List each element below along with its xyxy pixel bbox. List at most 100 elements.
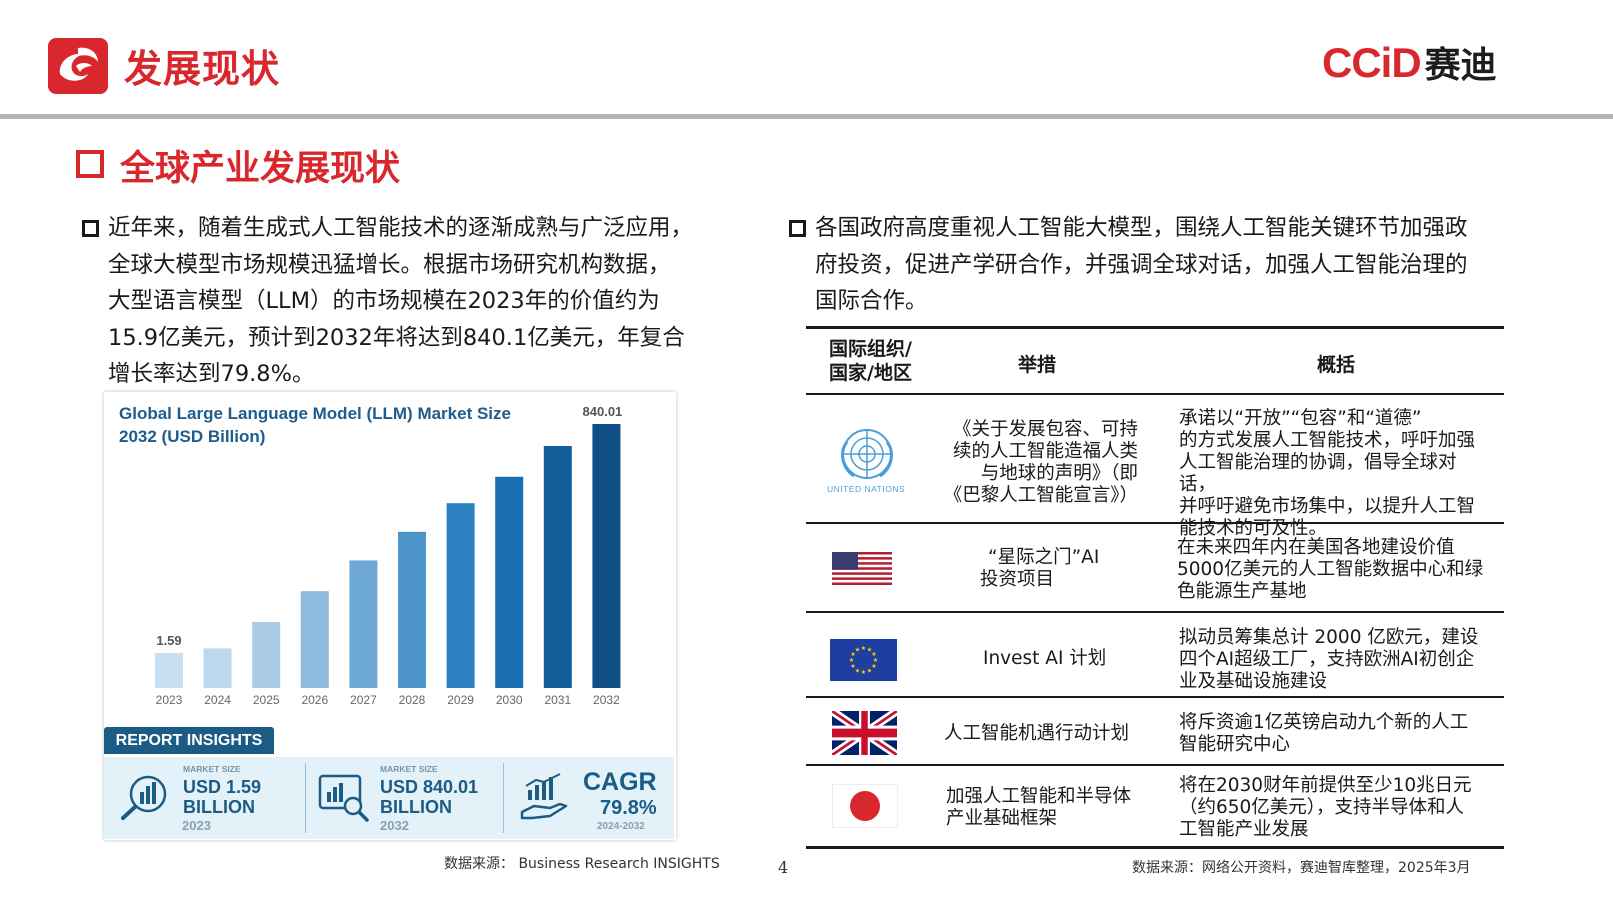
table-row-rule (806, 764, 1504, 766)
row-japan-summary-line: （约650亿美元），支持半导体和人 (1179, 797, 1465, 818)
bar-2030 (495, 476, 524, 688)
row-un-measure-line: 与地球的声明》（即 (980, 463, 1138, 484)
un-emblem-icon (841, 429, 893, 479)
row-eu-measure: Invest AI 计划 (983, 648, 1107, 669)
row-eu-summary: 拟动员筹集总计 2000 亿欧元，建设 四个AI超级工厂，支持欧洲AI初创企 业… (1179, 627, 1499, 693)
insights-divider (305, 763, 306, 833)
cagr-value: 79.8% (600, 797, 657, 819)
left-paragraph: 近年来，随着生成式人工智能技术的逐渐成熟与广泛应用， 全球大模型市场规模迅猛增长… (108, 210, 718, 393)
growth-hand-icon (520, 773, 568, 820)
svg-text:★: ★ (861, 645, 866, 652)
insights-divider (503, 763, 504, 833)
bar-2024 (203, 648, 232, 688)
x-tick-label: 2028 (399, 693, 426, 707)
x-tick-label: 2026 (301, 693, 328, 707)
svg-text:★: ★ (873, 657, 878, 664)
brand-cn: 赛迪 (1424, 45, 1497, 86)
bar-chart-svg: 2023 1.59 2024 2025 2026 2027 2028 2029 2030 2031… (155, 404, 623, 707)
left-paragraph-line: 大型语言模型（LLM）的市场规模在2023年的价值约为 (108, 288, 660, 314)
row-un-summary-line: 承诺以“开放”“包容”和“道德” (1179, 408, 1422, 429)
bar-2023 (155, 653, 183, 688)
right-source-note: 数据来源：网络公开资料，赛迪智库整理，2025年3月 (1132, 860, 1471, 876)
us-flag-icon (832, 552, 892, 585)
left-source-note: 数据来源： Business Research INSIGHTS (444, 856, 720, 872)
row-un-summary-line: 并呼吁避免市场集中，以提升人工智 (1179, 496, 1476, 517)
chart-title-line: Global Large Language Model (LLM) Market… (119, 404, 511, 423)
table-row-rule (806, 522, 1504, 524)
row-japan-summary-line: 工智能产业发展 (1179, 819, 1309, 840)
table-header-measure: 举措 (1018, 354, 1057, 376)
svg-text:★: ★ (871, 651, 876, 658)
section-square-icon (76, 150, 104, 178)
row-uk-summary: 将斥资逾1亿英镑启动九个新的人工 智能研究中心 (1179, 712, 1499, 756)
brand-en: CCiD (1322, 39, 1422, 86)
row-japan-measure: 加强人工智能和半导体 产业基础框架 (946, 786, 1131, 830)
row-uk-summary-line: 将斥资逾1亿英镑启动九个新的人工 (1179, 712, 1469, 733)
header-divider (0, 114, 1613, 119)
monitor-analytics-icon (318, 774, 369, 822)
japan-flag-icon (832, 784, 898, 828)
bar-2026 (300, 591, 329, 688)
row-un-measure-line: 《巴黎人工智能宣言》） (943, 485, 1138, 506)
table-header-rule (806, 393, 1504, 395)
row-eu-summary-line: 四个AI超级工厂，支持欧洲AI初创企 (1179, 649, 1475, 670)
row-un-summary-line: 的方式发展人工智能技术，呼吁加强 (1179, 430, 1476, 451)
x-tick-label: 2030 (496, 693, 523, 707)
row-us-summary-line: 色能源生产基地 (1177, 581, 1307, 602)
svg-text:★: ★ (871, 663, 876, 670)
insight-2-value: USD 840.01 (380, 777, 479, 797)
chart-title-line: 2032 (USD Billion) (119, 427, 266, 446)
row-japan-measure-line: 产业基础框架 (946, 808, 1058, 829)
uk-flag-icon (832, 711, 897, 755)
cagr-period: 2024-2032 (597, 821, 645, 832)
svg-text:★: ★ (861, 669, 866, 676)
brand-logo-icon (48, 38, 108, 94)
insight-2-caption: MARKET SIZE (380, 764, 438, 774)
right-paragraph-line: 各国政府高度重视人工智能大模型，围绕人工智能关键环节加强政 (815, 215, 1468, 241)
market-chart-search-icon (121, 775, 167, 820)
page-number: 4 (778, 858, 789, 877)
row-un-summary-line: 人工智能治理的协调，倡导全球对话， (1179, 452, 1457, 495)
cagr-label: CAGR (583, 768, 657, 796)
insight-2-unit: BILLION (380, 797, 452, 817)
row-us-summary-line: 在未来四年内在美国各地建设价值 (1177, 537, 1455, 558)
insight-1-year: 2023 (182, 818, 211, 833)
row-japan-measure-line: 加强人工智能和半导体 (946, 786, 1132, 807)
left-paragraph-line: 近年来，随着生成式人工智能技术的逐渐成熟与广泛应用， (108, 215, 694, 241)
bar-data-label: 840.01 (583, 404, 623, 419)
svg-text:★: ★ (850, 651, 855, 658)
row-un-measure: 《关于发展包容、可持 续的人工智能造福人类 与地球的声明》（即 《巴黎人工智能宣… (942, 419, 1138, 507)
section-title: 全球产业发展现状 (120, 149, 401, 189)
row-eu-summary-line: 业及基础设施建设 (1179, 671, 1328, 692)
insight-1-value: USD 1.59 (183, 777, 262, 797)
bar-2028 (398, 531, 426, 688)
bar-2027 (349, 560, 378, 688)
x-tick-label: 2025 (253, 693, 280, 707)
page-title: 发展现状 (124, 47, 281, 91)
bar-2031 (543, 446, 572, 688)
table-bottom-rule (806, 846, 1504, 849)
bar-2025 (252, 622, 281, 688)
row-un-summary: 承诺以“开放”“包容”和“道德” 的方式发展人工智能技术，呼吁加强 人工智能治理… (1179, 408, 1489, 540)
svg-text:★: ★ (849, 657, 854, 664)
row-un-measure-line: 《关于发展包容、可持 (952, 419, 1138, 440)
right-paragraph-line: 国际合作。 (815, 288, 928, 314)
row-un-summary-line: 能技术的可及性。 (1179, 518, 1328, 539)
x-tick-label: 2032 (593, 693, 620, 707)
bullet-square-icon (82, 220, 99, 237)
right-paragraph: 各国政府高度重视人工智能大模型，围绕人工智能关键环节加强政 府投资，促进产学研合… (815, 210, 1515, 320)
table-row-rule (806, 611, 1504, 613)
svg-text:★: ★ (855, 667, 860, 674)
x-tick-label: 2027 (350, 693, 377, 707)
x-tick-label: 2024 (204, 693, 231, 707)
x-tick-label: 2029 (447, 693, 474, 707)
left-paragraph-line: 增长率达到79.8%。 (108, 361, 315, 387)
table-header-region-line: 国家/地区 (829, 362, 912, 384)
table-row-rule (806, 696, 1504, 698)
report-insights-panel (104, 757, 674, 839)
insight-2-year: 2032 (380, 818, 409, 833)
svg-text:★: ★ (867, 667, 872, 674)
bullet-square-icon (789, 220, 806, 237)
row-japan-summary-line: 将在2030财年前提供至少10兆日元 (1179, 775, 1472, 796)
row-us-measure: “星际之门”AI 投资项目 (980, 547, 1099, 591)
